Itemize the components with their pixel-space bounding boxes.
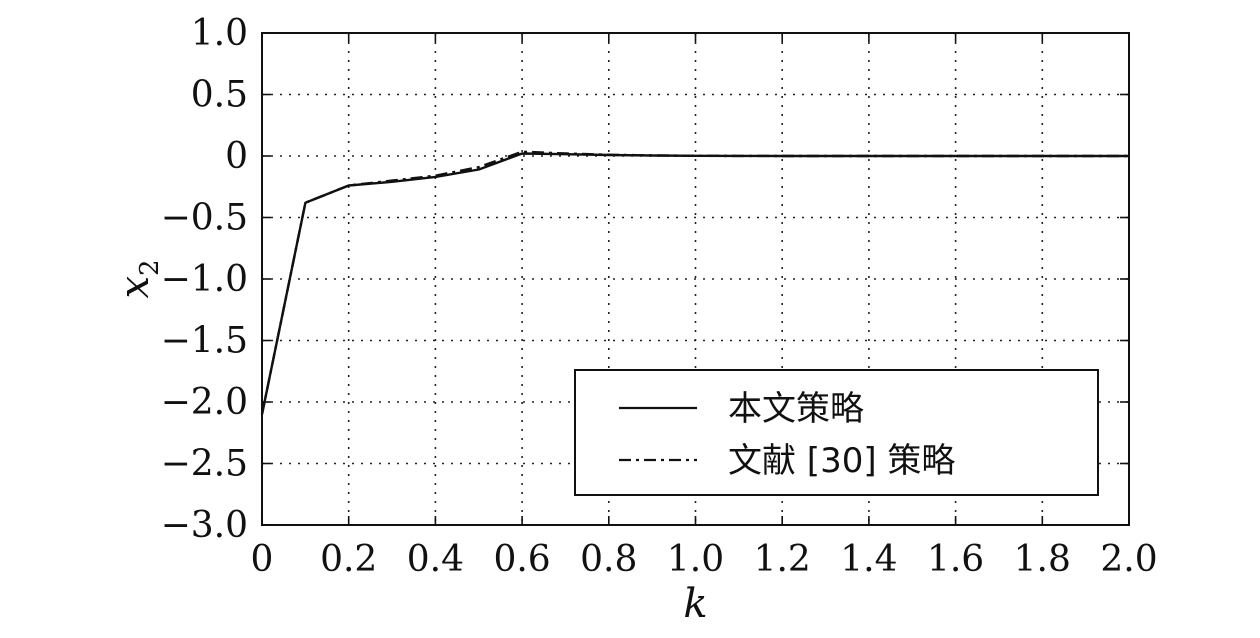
x-tick-label: 1.8 bbox=[1014, 539, 1071, 580]
x-tick-label: 1.4 bbox=[840, 539, 897, 580]
y-tick-label: −1.0 bbox=[161, 259, 248, 300]
legend: 本文策略 文献 [30] 策略 bbox=[574, 369, 1099, 496]
series-lines bbox=[260, 150, 1129, 415]
x-tick-label: 0.8 bbox=[580, 539, 637, 580]
x-tick-label: 1.6 bbox=[927, 539, 984, 580]
x-axis-label: k bbox=[683, 581, 707, 627]
x-tick-label: 0.4 bbox=[407, 539, 464, 580]
x-tick-label: 0.2 bbox=[320, 539, 377, 580]
legend-label-series-2: 文献 [30] 策略 bbox=[728, 441, 955, 481]
y-tick-label: −2.5 bbox=[161, 444, 248, 485]
y-tick-label: −3.0 bbox=[161, 505, 248, 546]
legend-box bbox=[574, 369, 1099, 496]
y-tick-label: 0 bbox=[225, 136, 248, 177]
x-tick-label: 0 bbox=[251, 539, 274, 580]
legend-label-series-1: 本文策略 bbox=[728, 389, 864, 429]
y-axis-label-subscript: 2 bbox=[135, 259, 165, 276]
y-axis-label: x2 bbox=[112, 259, 165, 298]
y-tick-label: 0.5 bbox=[191, 75, 248, 116]
y-tick-label: −0.5 bbox=[161, 198, 248, 239]
axis-ticks bbox=[261, 32, 1130, 526]
y-tick-label: −2.0 bbox=[161, 382, 248, 423]
x-tick-label: 0.6 bbox=[493, 539, 550, 580]
series-line-2 bbox=[260, 150, 1129, 415]
tick-labels: 0 0.2 0.4 0.6 0.8 1.0 1.2 1.4 1.6 1.8 2.0 1.0 0.5 0 −0… bbox=[161, 13, 1158, 580]
x-tick-label: 1.2 bbox=[754, 539, 811, 580]
y-tick-label: −1.5 bbox=[161, 321, 248, 362]
y-axis-label-main: x bbox=[112, 276, 158, 299]
x-tick-label: 2.0 bbox=[1100, 539, 1157, 580]
x-tick-label: 1.0 bbox=[667, 539, 724, 580]
y-tick-label: 1.0 bbox=[191, 13, 248, 54]
